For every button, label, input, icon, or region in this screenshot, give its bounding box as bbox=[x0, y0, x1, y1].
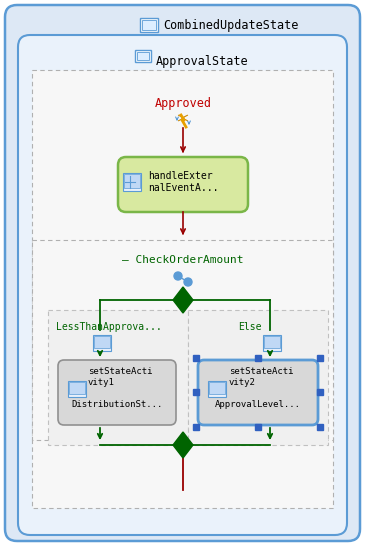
Bar bbox=[317, 355, 323, 361]
Bar bbox=[263, 335, 281, 351]
Text: DistributionSt...: DistributionSt... bbox=[71, 400, 163, 409]
FancyBboxPatch shape bbox=[58, 360, 176, 425]
Bar bbox=[137, 52, 149, 60]
Text: ApprovalState: ApprovalState bbox=[156, 55, 249, 68]
Circle shape bbox=[184, 278, 192, 286]
Bar bbox=[32, 70, 333, 508]
Bar bbox=[48, 310, 188, 445]
Text: CombinedUpdateState: CombinedUpdateState bbox=[163, 19, 298, 32]
Circle shape bbox=[174, 272, 182, 280]
Bar bbox=[193, 355, 199, 361]
Bar bbox=[188, 310, 328, 445]
Bar bbox=[193, 424, 199, 430]
Bar bbox=[142, 20, 156, 30]
Bar bbox=[94, 336, 110, 348]
Bar bbox=[255, 355, 261, 361]
Bar bbox=[208, 381, 226, 397]
Text: setStateActi
vity1: setStateActi vity1 bbox=[88, 367, 152, 387]
FancyBboxPatch shape bbox=[118, 157, 248, 212]
FancyBboxPatch shape bbox=[5, 5, 360, 541]
Bar bbox=[264, 336, 280, 348]
FancyBboxPatch shape bbox=[198, 360, 318, 425]
Bar bbox=[140, 18, 158, 32]
FancyBboxPatch shape bbox=[18, 35, 347, 535]
Bar bbox=[93, 335, 111, 351]
Bar bbox=[32, 240, 333, 440]
Text: handleExter
nalEventA...: handleExter nalEventA... bbox=[148, 171, 218, 193]
Bar bbox=[255, 424, 261, 430]
Polygon shape bbox=[173, 432, 193, 458]
Text: Else: Else bbox=[238, 322, 261, 332]
Text: Approved: Approved bbox=[154, 97, 211, 110]
Bar bbox=[69, 382, 85, 394]
Text: — CheckOrderAmount: — CheckOrderAmount bbox=[122, 255, 244, 265]
Bar bbox=[135, 50, 151, 62]
Bar bbox=[193, 389, 199, 395]
Bar bbox=[317, 424, 323, 430]
Bar bbox=[124, 174, 140, 188]
Polygon shape bbox=[173, 287, 193, 313]
Bar bbox=[317, 389, 323, 395]
Bar bbox=[209, 382, 225, 394]
Text: LessThanApprova...: LessThanApprova... bbox=[56, 322, 162, 332]
Bar bbox=[68, 381, 86, 397]
Bar bbox=[123, 173, 141, 191]
Text: ApprovalLevel...: ApprovalLevel... bbox=[215, 400, 301, 409]
Text: setStateActi
vity2: setStateActi vity2 bbox=[229, 367, 293, 387]
